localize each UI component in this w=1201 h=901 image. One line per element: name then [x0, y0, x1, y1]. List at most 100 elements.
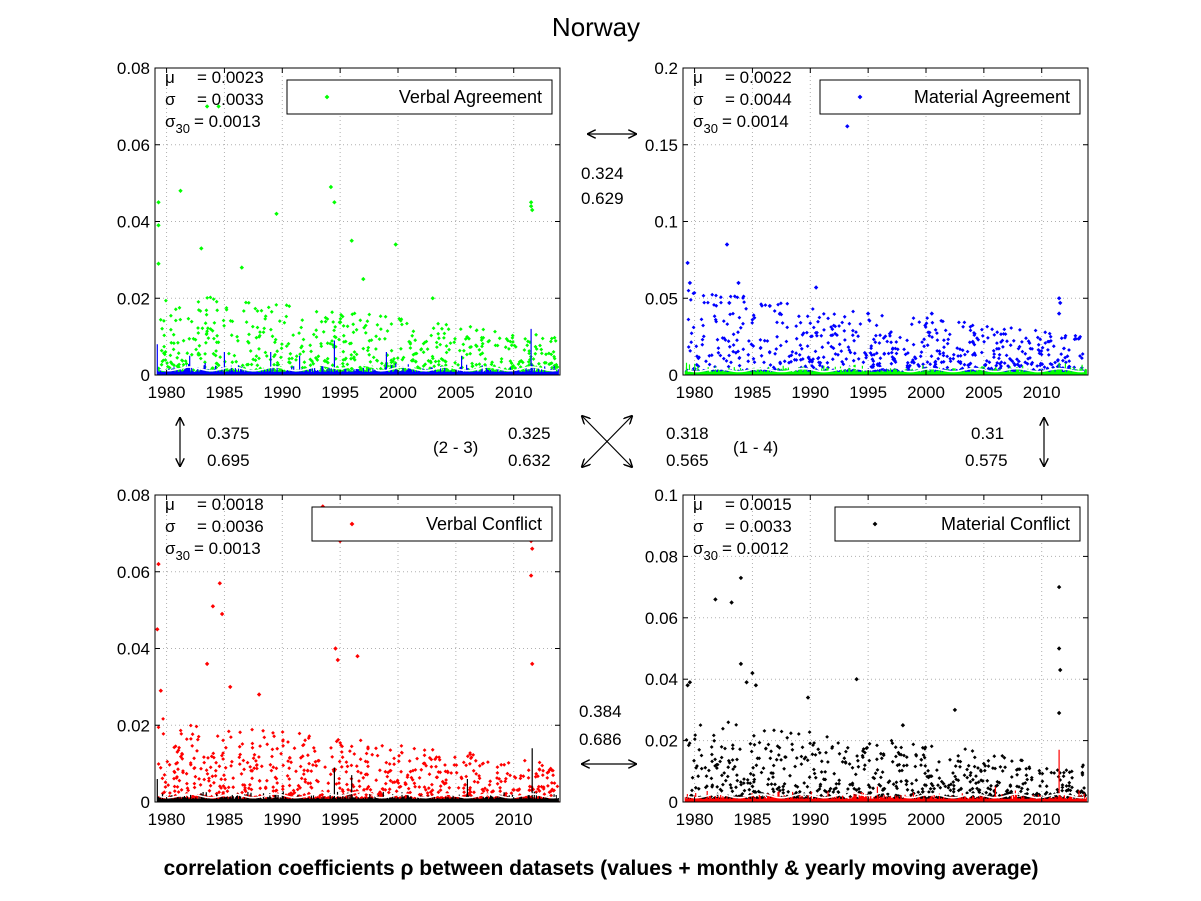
x-tick-label: 1980	[148, 810, 186, 829]
legend-box	[819, 79, 1081, 115]
legend-box	[286, 79, 553, 115]
x-tick-label: 2010	[1023, 810, 1061, 829]
corr-diag-14-smooth: 0.565	[666, 451, 709, 470]
x-tick-label: 2000	[379, 810, 417, 829]
scatter-point	[274, 211, 279, 216]
legend-label: Verbal Conflict	[426, 514, 542, 534]
scatter-point	[335, 657, 340, 663]
stat-sigma-value: = 0.0036	[197, 517, 264, 536]
x-tick-label: 1985	[206, 810, 244, 829]
x-tick-label: 1990	[263, 383, 301, 402]
y-tick-label: 0.2	[654, 59, 678, 78]
stat-mu-value: = 0.0022	[725, 68, 792, 87]
scatter-point	[332, 200, 337, 205]
y-tick-label: 0.1	[654, 486, 678, 505]
scatter-points-bulk	[156, 717, 560, 802]
x-tick-label: 2010	[495, 810, 533, 829]
scatter-point	[219, 611, 225, 617]
legend-label: Material Agreement	[914, 87, 1070, 107]
y-tick-label: 0	[141, 793, 150, 812]
scatter-point	[929, 311, 934, 316]
stat-mu-value: = 0.0015	[725, 495, 792, 514]
scatter-point	[156, 223, 161, 228]
data-layer	[684, 575, 1088, 802]
y-tick-label: 0	[669, 793, 678, 812]
plot-area	[155, 68, 560, 375]
scatter-point	[767, 303, 772, 309]
yearly-moving-average	[159, 364, 557, 372]
x-tick-label: 2005	[965, 383, 1003, 402]
scatter-point	[328, 184, 334, 190]
scatter-point	[156, 200, 161, 205]
scatter-point	[430, 296, 435, 301]
scatter-point	[1056, 296, 1062, 301]
x-tick-label: 2000	[379, 383, 417, 402]
scatter-point	[158, 688, 163, 693]
arrow-diagonal-1-4	[582, 416, 632, 467]
correlation-annotations: 0.324 0.629 0.375 0.695 0.31 0.575 (2 - …	[180, 134, 1044, 764]
x-tick-label: 1990	[263, 810, 301, 829]
y-tick-label: 0.1	[654, 213, 678, 232]
corr-diag-14-value: 0.318	[666, 424, 709, 443]
scatter-point	[393, 242, 398, 247]
scatter-point	[900, 723, 906, 728]
stat-mu-symbol: μ	[165, 68, 175, 87]
scatter-point	[738, 661, 744, 667]
scatter-point	[1056, 584, 1062, 590]
x-tick-label: 1995	[321, 810, 359, 829]
stat-sigma-symbol: σ	[165, 90, 176, 109]
corr-top-value: 0.324	[581, 164, 624, 183]
scatter-point	[805, 695, 811, 700]
scatter-point	[1056, 710, 1062, 716]
x-tick-label: 2005	[965, 810, 1003, 829]
scatter-point	[156, 561, 161, 567]
scatter-point	[713, 597, 718, 602]
scatter-point	[724, 242, 730, 247]
y-tick-label: 0.06	[117, 563, 150, 582]
corr-left-smooth: 0.695	[207, 451, 250, 470]
x-tick-label: 2010	[495, 383, 533, 402]
corr-top-smooth: 0.629	[581, 189, 624, 208]
panels: 1980 1985 1990 1995 2000 2005 2010 0 0.02 0.04 0.0…	[117, 59, 1089, 829]
scatter-points-bulk	[156, 295, 560, 375]
stat-sigma30-value: = 0.0013	[194, 539, 261, 558]
axes-frame	[682, 494, 1089, 803]
scatter-point	[854, 677, 859, 682]
plot-area	[683, 68, 1088, 375]
scatter-points-bulk	[684, 720, 1088, 802]
x-tick-label: 1980	[676, 810, 714, 829]
scatter-point	[178, 188, 183, 193]
scatter-point	[528, 200, 534, 205]
x-tick-label: 2010	[1023, 383, 1061, 402]
x-tick-label: 2000	[907, 810, 945, 829]
corr-diag-23-label: (2 - 3)	[433, 438, 478, 457]
scatter-point	[217, 581, 222, 586]
yearly-moving-average	[687, 366, 1085, 373]
scatter-point	[727, 300, 732, 306]
scatter-point	[1056, 311, 1062, 316]
scatter-point	[865, 311, 871, 316]
y-tick-label: 0.02	[117, 289, 150, 308]
scatter-point	[216, 104, 221, 109]
y-tick-label: 0.08	[117, 59, 150, 78]
x-tick-label: 2000	[907, 383, 945, 402]
chart-panel-top-left: 1980 1985 1990 1995 2000 2005 2010 0 0.02 0.04 0.0…	[117, 59, 561, 402]
corr-diag-23-value: 0.325	[508, 424, 551, 443]
scatter-point	[685, 260, 690, 266]
corr-right-value: 0.31	[971, 424, 1004, 443]
y-tick-label: 0.05	[645, 289, 678, 308]
figure-footer: correlation coefficients ρ between datas…	[164, 857, 1039, 880]
scatter-point	[528, 573, 534, 578]
legend-label: Verbal Agreement	[399, 87, 542, 107]
stat-mu-value: = 0.0018	[197, 495, 264, 514]
corr-bottom-smooth: 0.686	[579, 730, 622, 749]
y-tick-label: 0	[669, 366, 678, 385]
x-tick-label: 1995	[849, 383, 887, 402]
scatter-point	[1056, 646, 1062, 651]
x-tick-label: 1985	[734, 383, 772, 402]
x-tick-label: 1985	[734, 810, 772, 829]
y-tick-label: 0.08	[645, 547, 678, 566]
y-tick-label: 0.02	[117, 716, 150, 735]
scatter-point	[528, 204, 534, 209]
x-tick-label: 1980	[148, 383, 186, 402]
